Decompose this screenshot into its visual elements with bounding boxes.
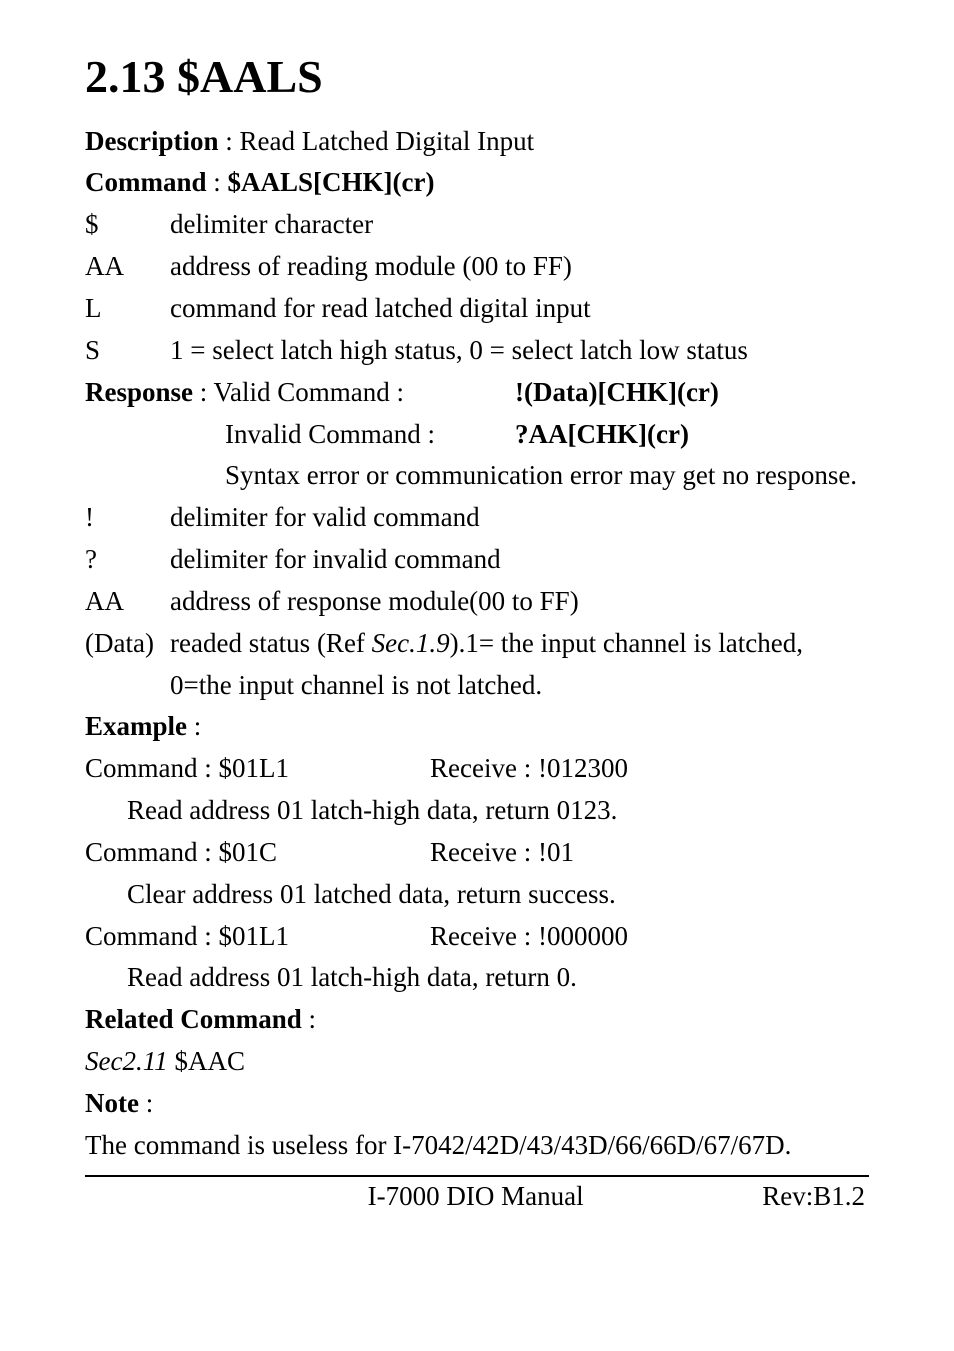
- note-label: Note: [85, 1088, 139, 1118]
- command-colon: :: [207, 167, 228, 197]
- resp-param-key: ?: [85, 539, 170, 581]
- page-footer: I-7000 DIO Manual Rev:B1.2: [85, 1181, 869, 1212]
- example-row: Command : $01L1 Receive : !012300: [85, 748, 869, 790]
- param-key: $: [85, 204, 170, 246]
- resp-param-row: ? delimiter for invalid command: [85, 539, 869, 581]
- example-desc: Read address 01 latch-high data, return …: [85, 790, 869, 832]
- related-colon: :: [302, 1004, 316, 1034]
- resp-param-row: ! delimiter for valid command: [85, 497, 869, 539]
- param-key: S: [85, 330, 170, 372]
- example-cmd: Command : $01C: [85, 832, 430, 874]
- data-param-row: (Data) readed status (Ref Sec.1.9).1= th…: [85, 623, 869, 707]
- param-row: L command for read latched digital input: [85, 288, 869, 330]
- command-syntax: $AALS[CHK](cr): [228, 167, 435, 197]
- resp-param-row: AA address of response module(00 to FF): [85, 581, 869, 623]
- resp-param-key: !: [85, 497, 170, 539]
- param-key: L: [85, 288, 170, 330]
- param-row: S 1 = select latch high status, 0 = sele…: [85, 330, 869, 372]
- example-recv: Receive : !012300: [430, 748, 628, 790]
- example-recv: Receive : !000000: [430, 916, 628, 958]
- response-invalid-label: Invalid Command :: [225, 414, 515, 456]
- example-desc: Clear address 01 latched data, return su…: [85, 874, 869, 916]
- footer-center: I-7000 DIO Manual: [189, 1181, 762, 1212]
- param-val: delimiter character: [170, 204, 869, 246]
- note-text: The command is useless for I-7042/42D/43…: [85, 1125, 869, 1167]
- command-line: Command : $AALS[CHK](cr): [85, 162, 869, 204]
- response-note: Syntax error or communication error may …: [85, 455, 869, 497]
- response-invalid-row: Invalid Command : ?AA[CHK](cr): [85, 414, 869, 456]
- param-key: AA: [85, 246, 170, 288]
- command-label: Command: [85, 167, 207, 197]
- related-ref: Sec2.11: [85, 1046, 168, 1076]
- example-colon: :: [187, 711, 201, 741]
- example-heading: Example :: [85, 706, 869, 748]
- description-line: Description : Read Latched Digital Input: [85, 121, 869, 163]
- description-label: Description: [85, 126, 218, 156]
- description-text: : Read Latched Digital Input: [218, 126, 534, 156]
- response-valid-val: !(Data)[CHK](cr): [515, 372, 719, 414]
- example-recv: Receive : !01: [430, 832, 574, 874]
- example-row: Command : $01C Receive : !01: [85, 832, 869, 874]
- example-desc: Read address 01 latch-high data, return …: [85, 957, 869, 999]
- response-label: Response: [85, 377, 193, 407]
- param-row: $ delimiter character: [85, 204, 869, 246]
- related-heading: Related Command :: [85, 999, 869, 1041]
- related-line: Sec2.11 $AAC: [85, 1041, 869, 1083]
- resp-param-val: delimiter for invalid command: [170, 539, 869, 581]
- footer-right: Rev:B1.2: [762, 1181, 865, 1212]
- example-cmd: Command : $01L1: [85, 916, 430, 958]
- data-param-key: (Data): [85, 623, 170, 665]
- data-ref: Sec.1.9: [372, 628, 450, 658]
- related-label: Related Command: [85, 1004, 302, 1034]
- resp-param-val: delimiter for valid command: [170, 497, 869, 539]
- param-val: 1 = select latch high status, 0 = select…: [170, 330, 869, 372]
- response-valid-label: : Valid Command :: [193, 377, 404, 407]
- footer-left-spacer: [89, 1181, 189, 1212]
- example-label: Example: [85, 711, 187, 741]
- note-colon: :: [139, 1088, 153, 1118]
- resp-param-val: address of response module(00 to FF): [170, 581, 869, 623]
- section-title: 2.13 $AALS: [85, 52, 869, 103]
- example-row: Command : $01L1 Receive : !000000: [85, 916, 869, 958]
- response-valid-row: Response : Valid Command : !(Data)[CHK](…: [85, 372, 869, 414]
- example-cmd: Command : $01L1: [85, 748, 430, 790]
- param-row: AA address of reading module (00 to FF): [85, 246, 869, 288]
- response-invalid-val: ?AA[CHK](cr): [515, 414, 689, 456]
- data-param-val: readed status (Ref Sec.1.9).1= the input…: [170, 623, 869, 707]
- footer-separator: [85, 1175, 869, 1177]
- param-val: command for read latched digital input: [170, 288, 869, 330]
- related-val: $AAC: [168, 1046, 245, 1076]
- param-val: address of reading module (00 to FF): [170, 246, 869, 288]
- resp-param-key: AA: [85, 581, 170, 623]
- data-pre: readed status (Ref: [170, 628, 372, 658]
- note-heading: Note :: [85, 1083, 869, 1125]
